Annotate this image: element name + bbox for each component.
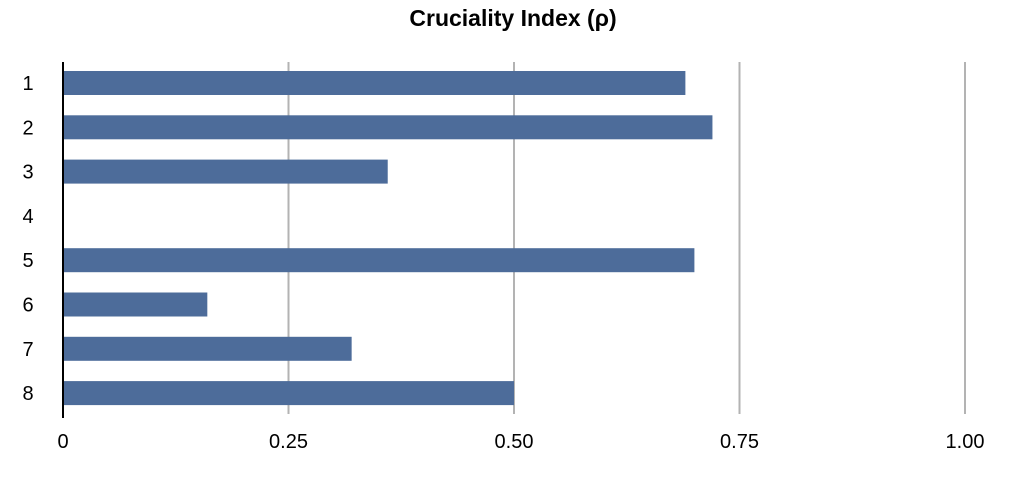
grid-lines [287,62,966,414]
y-tick-label: 6 [22,295,33,317]
bar-1 [63,71,686,95]
x-tick-label: 0.25 [269,431,308,453]
x-tick-label: 0.50 [495,431,534,453]
bar-2 [63,115,713,140]
bar-3 [63,159,388,184]
x-tick-labels: 0 0.25 0.50 0.75 1.00 [57,431,984,453]
x-tick-label: 0 [57,431,68,453]
bar-5 [63,248,695,273]
y-tick-label: 1 [22,73,33,95]
y-tick-label: 7 [22,339,33,361]
bar-6 [63,292,208,317]
x-tick-label: 0.75 [720,431,759,453]
chart-title: Cruciality Index (ρ) [409,5,616,31]
bar-8 [63,381,514,406]
y-tick-label: 4 [22,206,33,228]
x-tick-label: 1.00 [946,431,985,453]
y-tick-label: 2 [22,117,33,139]
y-tick-label: 5 [22,250,33,272]
y-tick-label: 3 [22,162,33,184]
bars [63,71,713,406]
bar-7 [63,336,352,361]
y-tick-label: 8 [22,383,33,405]
y-tick-labels: 1 2 3 4 5 6 7 8 [22,73,33,405]
